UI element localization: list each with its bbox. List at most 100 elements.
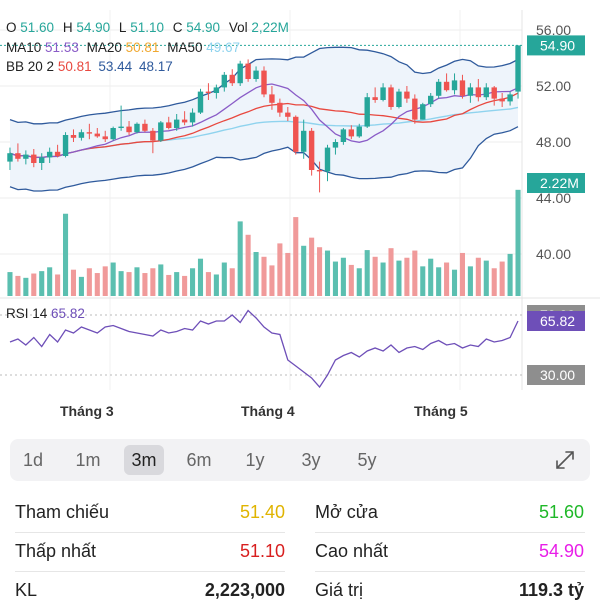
candle-body — [78, 132, 85, 138]
candle-body — [31, 154, 37, 163]
volume-bar — [237, 221, 243, 296]
ma50-value: 49.67 — [206, 40, 241, 55]
volume-bar — [78, 276, 84, 296]
candle-body — [308, 130, 315, 170]
trade-value-value: 119.3 tỷ — [518, 580, 584, 600]
candle-body — [515, 45, 521, 92]
candle-body — [404, 91, 410, 99]
last-volume-badge — [527, 173, 585, 193]
candle-body — [142, 123, 148, 131]
rsi-lower-text: 30.00 — [540, 367, 575, 383]
low-value: 51.10 — [130, 20, 164, 35]
volume-bar — [451, 269, 458, 296]
trade-value-label: Giá trị — [315, 580, 364, 600]
tab-1m[interactable]: 1m — [75, 450, 101, 470]
candle-body — [229, 74, 235, 84]
candle-body — [39, 157, 45, 163]
volume-bar — [86, 268, 92, 296]
volume-bar — [158, 264, 164, 296]
candle-body — [261, 70, 267, 95]
volume-bar — [70, 269, 77, 296]
candle-body — [213, 87, 220, 93]
month-label-april: Tháng 4 — [241, 403, 295, 419]
low-label: L — [118, 20, 127, 35]
tab-5y[interactable]: 5y — [357, 450, 377, 470]
rsi-lower-badge — [527, 365, 585, 385]
candle-body — [150, 130, 156, 141]
candle-body — [451, 80, 458, 91]
candle-body — [110, 128, 116, 140]
candle-body — [340, 129, 347, 142]
candle-body — [285, 112, 291, 117]
candle-body — [62, 135, 69, 156]
candle-body — [483, 87, 489, 98]
tab-1d[interactable]: 1d — [22, 450, 44, 470]
low-price-value: 51.10 — [239, 541, 285, 561]
candle-body — [166, 122, 172, 128]
month-label-march: Tháng 3 — [60, 403, 114, 419]
candle-body — [459, 80, 466, 96]
tab-1y[interactable]: 1y — [245, 450, 265, 470]
candle-body — [126, 126, 132, 133]
high-price-label: Cao nhất — [315, 541, 389, 561]
price-tick-label: 56.00 — [536, 22, 571, 38]
volume-label: KL — [15, 580, 38, 600]
volume-bar — [404, 257, 410, 296]
volume-bar — [261, 256, 267, 296]
candle-body — [134, 123, 140, 133]
volume-bar — [412, 250, 418, 296]
volume-bar — [23, 277, 29, 296]
volume-bar — [483, 260, 489, 296]
ref-price-label: Tham chiếu — [15, 502, 110, 522]
last-volume-text: 2.22M — [540, 175, 579, 191]
rsi-legend: RSI 14 65.82 — [6, 306, 85, 321]
ohlc-legend: O 51.60 H 54.90 L 51.10 C 54.90 Vol 2,22… — [6, 20, 289, 36]
expand-icon[interactable] — [554, 449, 576, 471]
tab-3m[interactable]: 3m — [124, 445, 164, 475]
candle-body — [420, 104, 426, 120]
volume-bar — [388, 248, 394, 296]
bollinger-lower-line — [9, 126, 519, 192]
volume-bar — [285, 252, 291, 296]
volume-bar — [301, 245, 307, 296]
volume-bar — [102, 266, 108, 296]
candle-body — [118, 126, 124, 128]
month-label-may: Tháng 5 — [414, 403, 468, 419]
volume-bar — [324, 250, 331, 296]
rsi-current-text: 65.82 — [540, 313, 575, 329]
candle-body — [54, 151, 61, 156]
ma-legend: MA10 51.53 MA20 50.81 MA50 49.67 — [6, 40, 240, 55]
vol-value: 2,22M — [251, 20, 289, 35]
volume-bar — [47, 267, 53, 296]
volume-bar — [142, 273, 148, 296]
volume-bar — [213, 274, 219, 296]
ma10-value: 51.53 — [45, 40, 79, 55]
volume-bar — [340, 257, 346, 296]
candle-body — [70, 135, 77, 138]
bb-legend: BB 20 2 50.81 53.44 48.17 — [6, 59, 173, 74]
last-price-text: 54.90 — [540, 37, 575, 53]
volume-bar — [150, 268, 156, 296]
candle-body — [237, 63, 243, 84]
candle-body — [372, 97, 378, 100]
candle-body — [245, 63, 251, 79]
tab-6m[interactable]: 6m — [186, 450, 212, 470]
low-price-label: Thấp nhất — [15, 541, 97, 561]
candle-body — [491, 87, 497, 99]
close-label: C — [172, 20, 183, 35]
tab-3y[interactable]: 3y — [301, 450, 321, 470]
candle-body — [253, 70, 259, 79]
volume-bar — [293, 217, 299, 296]
candle-body — [396, 91, 402, 107]
volume-bar — [348, 264, 354, 296]
volume-bar — [166, 274, 172, 296]
volume-bar — [31, 273, 37, 296]
volume-value: 2,223,000 — [204, 580, 285, 600]
price-tick-label: 52.00 — [536, 78, 571, 94]
candle-body — [86, 132, 93, 134]
high-value: 54.90 — [76, 20, 111, 35]
volume-bar — [15, 275, 21, 296]
volume-bar — [197, 258, 204, 296]
candle-body — [412, 98, 418, 120]
price-chart[interactable]: 56.0052.0048.0044.0040.0054.902.22M70.00… — [0, 0, 600, 400]
